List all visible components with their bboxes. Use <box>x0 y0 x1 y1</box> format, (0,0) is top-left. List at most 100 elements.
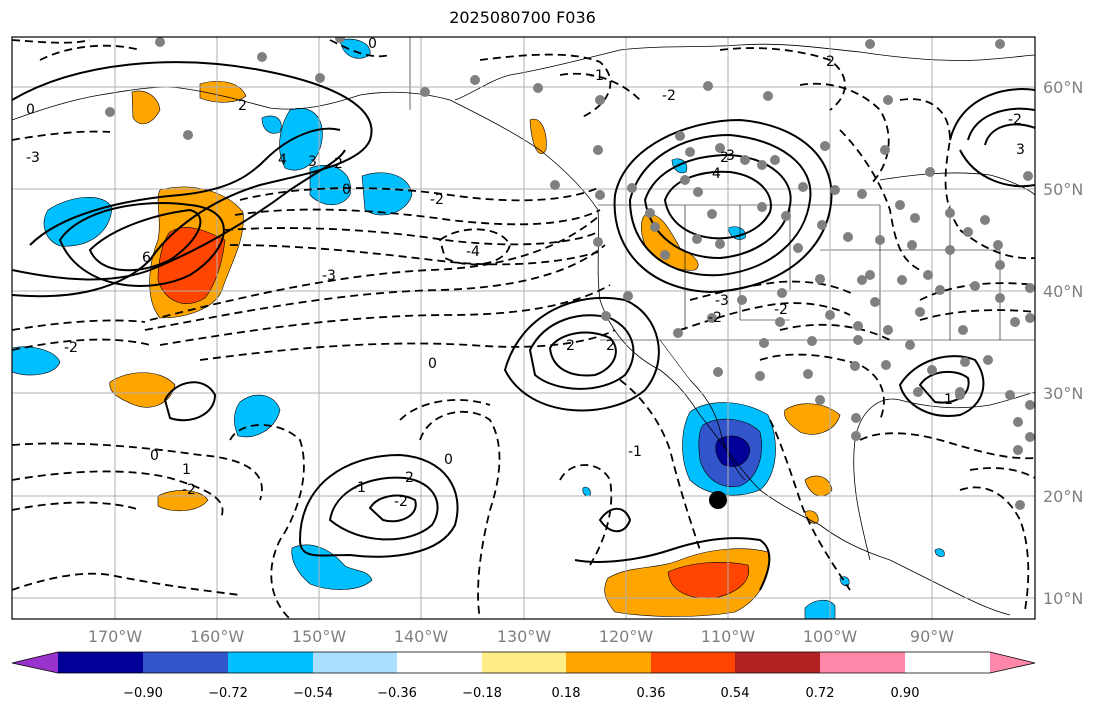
contour-label: 0 <box>342 182 351 198</box>
colorbar-segment <box>228 652 313 673</box>
map-frame <box>11 36 1036 620</box>
contour-label: -2 <box>774 302 788 318</box>
positive-anomaly-area <box>131 90 161 125</box>
contour-label: 2 <box>826 54 835 70</box>
contour-label: -3 <box>715 293 729 309</box>
lon-label: 130°W <box>497 627 552 646</box>
contour-label: -2 <box>708 310 722 326</box>
map-title: 2025080700 F036 <box>449 8 596 27</box>
colorbar-tick: 0.90 <box>891 686 920 701</box>
contour-label: 4 <box>712 166 721 182</box>
lon-label: 100°W <box>803 627 858 646</box>
lat-label: 20°N <box>1043 487 1083 506</box>
colorbar-segment <box>735 652 820 673</box>
colorbar-outline <box>11 651 1036 674</box>
colorbar-tick: −0.36 <box>377 686 417 701</box>
dashed-contours <box>12 39 1035 619</box>
latitude-axis: 60°N 50°N 40°N 30°N 20°N 10°N <box>1043 78 1083 608</box>
contour-label: 2 <box>720 150 729 166</box>
map-plot-area: 0 -3 6 2 4 3 2 -2 -3 -4 0 -2 0 -1 -2 0 2… <box>12 36 1035 619</box>
colorbar-segment <box>820 652 905 673</box>
colorbar-segment <box>12 652 58 673</box>
station-dots <box>105 37 1035 510</box>
contour-label: 6 <box>142 250 151 266</box>
contour-label: -1 <box>590 68 604 84</box>
lon-label: 90°W <box>910 627 954 646</box>
colorbar-tick: 0.54 <box>721 686 750 701</box>
colorbar-tick: 0.36 <box>637 686 666 701</box>
contour-label: 0 <box>26 102 35 118</box>
lon-label: 140°W <box>394 627 449 646</box>
colorbar-segment <box>313 652 397 673</box>
colorbar-tick: −0.18 <box>462 686 502 701</box>
contour-label: -2 <box>394 494 408 510</box>
contour-label: -2 <box>430 192 444 208</box>
negative-anomaly-area <box>291 544 373 590</box>
negative-anomaly-area <box>804 599 836 619</box>
lat-label: 60°N <box>1043 78 1083 97</box>
negative-anomaly-area <box>261 115 282 134</box>
negative-anomaly-area <box>361 172 413 216</box>
lon-label: 150°W <box>292 627 347 646</box>
very-strong-negative-anomaly-area <box>715 435 751 467</box>
colorbar-segment <box>990 652 1035 673</box>
solid-contours <box>12 61 1035 591</box>
contour-label: 2 <box>334 156 343 172</box>
colorbar-segment <box>58 652 143 673</box>
lat-label: 40°N <box>1043 282 1083 301</box>
contour-label: -1 <box>628 444 642 460</box>
contour-labels: 0 -3 6 2 4 3 2 -2 -3 -4 0 -2 0 -1 -2 0 2… <box>26 36 1025 510</box>
contour-label: -2 <box>182 482 196 498</box>
lon-label: 120°W <box>599 627 654 646</box>
contour-label: 3 <box>726 148 735 164</box>
negative-anomaly-area <box>279 108 323 171</box>
positive-anomaly-area <box>109 372 176 408</box>
contour-label: 0 <box>150 448 159 464</box>
contour-label: -3 <box>322 268 336 284</box>
colorbar-tick: −0.72 <box>208 686 248 701</box>
positive-anomaly-area <box>784 403 841 435</box>
positive-anomaly-area <box>529 118 547 155</box>
lat-label: 30°N <box>1043 384 1083 403</box>
contour-label: 2 <box>405 470 414 486</box>
contour-label: -2 <box>64 340 78 356</box>
contour-label: 0 <box>444 452 453 468</box>
storm-center-marker <box>709 491 727 509</box>
contour-label: 3 <box>308 154 317 170</box>
colorbar-segment <box>566 652 651 673</box>
strong-positive-anomaly-area <box>667 562 750 599</box>
colorbar-segment <box>651 652 735 673</box>
colorbar-tick: −0.54 <box>293 686 333 701</box>
contour-label: 2 <box>238 98 247 114</box>
lon-label: 110°W <box>701 627 756 646</box>
contour-label: 1 <box>944 392 953 408</box>
negative-anomaly-area <box>234 394 281 438</box>
positive-anomaly-area <box>804 475 833 497</box>
contour-label: 0 <box>428 356 437 372</box>
gridlines <box>12 37 1035 619</box>
colorbar-tick: 0.18 <box>552 686 581 701</box>
lat-label: 50°N <box>1043 180 1083 199</box>
contour-label: -2 <box>1008 112 1022 128</box>
contour-label: 1 <box>182 462 191 478</box>
lat-label: 10°N <box>1043 589 1083 608</box>
contour-label: 2 <box>566 338 575 354</box>
negative-anomaly-area <box>934 548 945 557</box>
colorbar-segment <box>143 652 228 673</box>
contour-label: -2 <box>662 88 676 104</box>
colorbar-segment <box>397 652 482 673</box>
contour-label: -3 <box>26 150 40 166</box>
contour-label: 2 <box>606 338 615 354</box>
longitude-axis: 170°W 160°W 150°W 140°W 130°W 120°W 110°… <box>88 627 954 646</box>
colorbar-tick: 0.72 <box>806 686 835 701</box>
contour-label: 4 <box>278 152 287 168</box>
anomaly-shading <box>12 38 945 619</box>
contour-label: -4 <box>466 244 480 260</box>
colorbar: −0.90 −0.72 −0.54 −0.36 −0.18 0.18 0.36 … <box>11 651 1036 701</box>
contour-label: 0 <box>368 36 377 52</box>
contour-label: 3 <box>1016 142 1025 158</box>
contour-label: -1 <box>352 480 366 496</box>
lon-label: 160°W <box>190 627 245 646</box>
colorbar-tick: −0.90 <box>123 686 163 701</box>
